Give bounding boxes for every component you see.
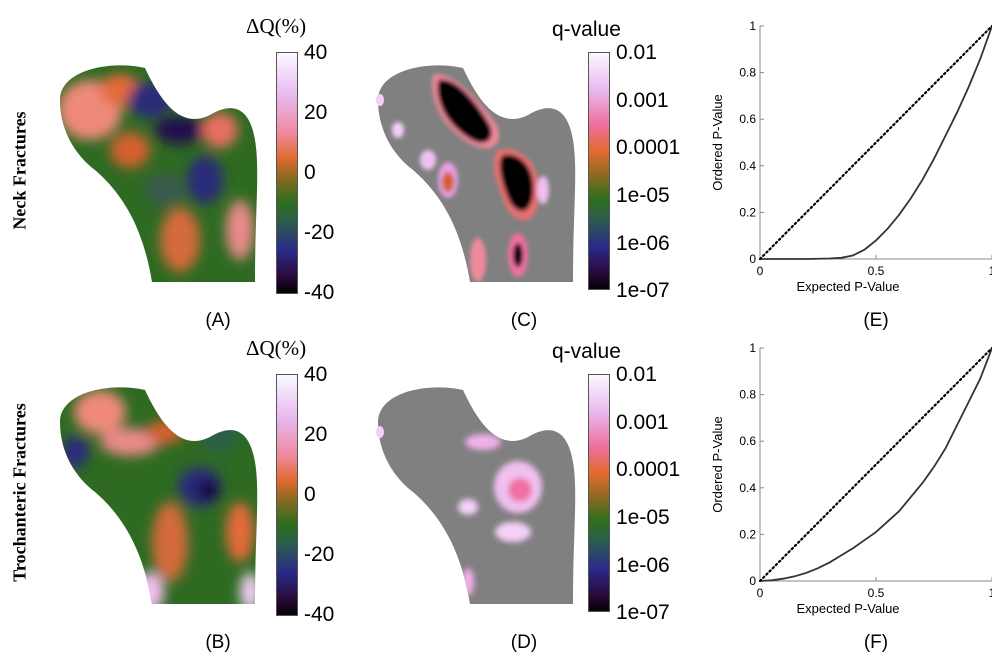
cb-d-tick: 0.0001 xyxy=(616,458,681,481)
colorbar-dq-a xyxy=(276,52,298,294)
femur-map-d xyxy=(376,387,576,604)
panel-label-c: (C) xyxy=(510,310,538,331)
colorbar-title-b: ΔQ(%) xyxy=(246,336,307,360)
colorbar-dq-b xyxy=(276,374,298,616)
y-tick-label: 0.6 xyxy=(739,112,756,126)
cb-a-tick: -40 xyxy=(304,281,335,304)
cb-c-tick: 1e-05 xyxy=(616,184,670,207)
cb-c-tick: 1e-06 xyxy=(616,232,670,255)
qq-plot-e: 0 0.2 0.4 0.6 0.8 1 0 0.5 1 Expected P-Value Order… xyxy=(710,19,992,294)
x-axis-label: Expected P-Value xyxy=(796,601,899,616)
colorbar-q-c xyxy=(588,52,610,290)
qq-plot-f: 0 0.2 0.4 0.6 0.8 1 0 0.5 1 Expected P-Value Order… xyxy=(710,341,992,616)
y-tick-label: 1 xyxy=(749,19,756,33)
row-label-trochanteric: Trochanteric Fractures xyxy=(9,403,30,582)
cb-b-tick: -20 xyxy=(304,543,335,566)
colorbar-title-a: ΔQ(%) xyxy=(246,14,307,38)
femur-map-a xyxy=(60,65,258,282)
cb-c-tick: 0.01 xyxy=(616,41,657,64)
cb-a-tick: -20 xyxy=(304,221,335,244)
y-tick-label: 0.6 xyxy=(739,434,756,448)
cb-b-tick: 20 xyxy=(304,423,328,446)
x-tick-label: 0 xyxy=(757,586,764,600)
y-tick-label: 0.8 xyxy=(739,388,756,402)
x-tick-label: 0 xyxy=(757,264,764,278)
reference-diagonal-line xyxy=(758,346,992,583)
cb-d-tick: 1e-07 xyxy=(616,601,670,624)
panel-label-d: (D) xyxy=(510,632,538,653)
cb-c-tick: 0.001 xyxy=(616,89,669,112)
cb-d-tick: 1e-06 xyxy=(616,554,670,577)
cb-a-tick: 40 xyxy=(304,41,328,64)
reference-diagonal-line xyxy=(758,24,992,261)
cb-b-tick: -40 xyxy=(304,603,335,626)
cb-d-tick: 1e-05 xyxy=(616,506,670,529)
y-axis-label: Ordered P-Value xyxy=(710,94,725,191)
y-tick-label: 0.2 xyxy=(739,527,756,541)
cb-a-tick: 20 xyxy=(304,101,328,124)
ordered-pvalue-curve xyxy=(759,347,992,582)
panel-label-a: (A) xyxy=(205,310,231,331)
panel-label-e: (E) xyxy=(863,310,889,331)
y-tick-label: 0 xyxy=(749,252,756,266)
x-tick-label: 0.5 xyxy=(868,586,885,600)
colorbar-title-c: q-value xyxy=(552,18,621,41)
femur-map-c xyxy=(376,65,576,282)
y-tick-label: 0.4 xyxy=(739,159,756,173)
panel-label-f: (F) xyxy=(863,632,889,653)
cb-d-tick: 0.001 xyxy=(616,411,669,434)
cb-c-tick: 0.0001 xyxy=(616,136,681,159)
y-tick-label: 1 xyxy=(749,341,756,355)
y-tick-label: 0 xyxy=(749,574,756,588)
row-label-neck: Neck Fractures xyxy=(9,111,30,230)
cb-a-tick: 0 xyxy=(304,161,316,184)
femur-map-b xyxy=(60,387,258,604)
y-tick-label: 0.2 xyxy=(739,205,756,219)
panel-label-b: (B) xyxy=(205,632,231,653)
x-tick-label: 0.5 xyxy=(868,264,885,278)
x-axis-label: Expected P-Value xyxy=(796,279,899,294)
y-axis-label: Ordered P-Value xyxy=(710,416,725,513)
cb-b-tick: 0 xyxy=(304,483,316,506)
y-tick-label: 0.8 xyxy=(739,66,756,80)
x-tick-label: 1 xyxy=(989,586,992,600)
colorbar-title-d: q-value xyxy=(552,340,621,363)
ordered-pvalue-curve xyxy=(760,25,992,260)
y-tick-label: 0.4 xyxy=(739,481,756,495)
cb-c-tick: 1e-07 xyxy=(616,279,670,302)
cb-d-tick: 0.01 xyxy=(616,363,657,386)
cb-b-tick: 40 xyxy=(304,363,328,386)
colorbar-q-d xyxy=(588,374,610,612)
x-tick-label: 1 xyxy=(989,264,992,278)
